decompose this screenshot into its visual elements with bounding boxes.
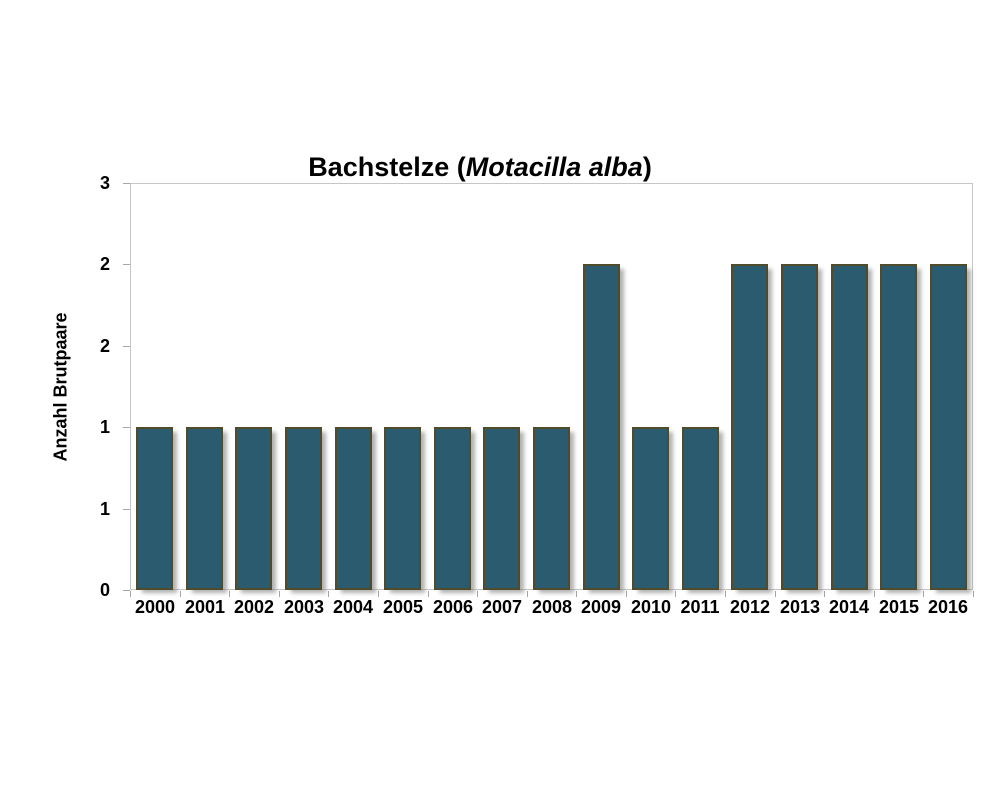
x-label-2002: 2002 xyxy=(233,597,275,617)
x-label-2009: 2009 xyxy=(580,597,622,617)
x-label-2005: 2005 xyxy=(382,597,424,617)
bar-2010 xyxy=(632,427,669,590)
x-label-2003: 2003 xyxy=(283,597,325,617)
bar-2011 xyxy=(682,427,719,590)
x-label-2007: 2007 xyxy=(481,597,523,617)
x-tick-mark-6 xyxy=(428,591,429,597)
x-tick-mark-10 xyxy=(626,591,627,597)
y-tick-mark-2 xyxy=(123,427,130,428)
chart-title: Bachstelze (Motacilla alba) xyxy=(0,152,960,183)
x-tick-mark-3 xyxy=(279,591,280,597)
x-tick-mark-0 xyxy=(130,591,131,597)
x-tick-mark-11 xyxy=(675,591,676,597)
y-tick-mark-5 xyxy=(123,183,130,184)
bar-2007 xyxy=(483,427,520,590)
bar-2013 xyxy=(781,264,818,590)
x-tick-mark-7 xyxy=(477,591,478,597)
y-tick-label-5: 3 xyxy=(99,173,110,193)
x-label-2006: 2006 xyxy=(432,597,474,617)
bar-2005 xyxy=(384,427,421,590)
bar-2016 xyxy=(930,264,967,590)
x-tick-mark-5 xyxy=(378,591,379,597)
y-tick-mark-0 xyxy=(123,590,130,591)
x-label-2016: 2016 xyxy=(927,597,969,617)
bar-2006 xyxy=(434,427,471,590)
bar-2015 xyxy=(880,264,917,590)
x-tick-mark-12 xyxy=(725,591,726,597)
bar-2014 xyxy=(831,264,868,590)
y-tick-mark-3 xyxy=(123,346,130,347)
x-label-2004: 2004 xyxy=(332,597,374,617)
x-tick-mark-13 xyxy=(775,591,776,597)
bar-2001 xyxy=(186,427,223,590)
x-label-2013: 2013 xyxy=(779,597,821,617)
x-label-2000: 2000 xyxy=(134,597,176,617)
bar-2004 xyxy=(335,427,372,590)
y-tick-label-0: 0 xyxy=(99,580,110,600)
chart-title-suffix: ) xyxy=(642,152,652,182)
bar-2003 xyxy=(285,427,322,590)
x-label-2010: 2010 xyxy=(630,597,672,617)
x-tick-mark-2 xyxy=(229,591,230,597)
bar-2002 xyxy=(235,427,272,590)
x-tick-mark-8 xyxy=(527,591,528,597)
y-tick-label-4: 2 xyxy=(99,254,110,275)
x-tick-mark-14 xyxy=(824,591,825,597)
x-label-2014: 2014 xyxy=(828,597,870,617)
y-tick-label-2: 1 xyxy=(99,417,110,438)
x-tick-mark-1 xyxy=(180,591,181,597)
x-tick-mark-4 xyxy=(328,591,329,597)
y-tick-label-1: 1 xyxy=(99,498,110,519)
x-tick-mark-15 xyxy=(874,591,875,597)
y-tick-mark-4 xyxy=(123,264,130,265)
bar-2008 xyxy=(533,427,570,590)
x-tick-mark-16 xyxy=(923,591,924,597)
bar-2012 xyxy=(731,264,768,590)
y-tick-mark-1 xyxy=(123,509,130,510)
x-tick-mark-9 xyxy=(576,591,577,597)
chart-title-species: Motacilla alba xyxy=(465,152,643,182)
y-tick-label-3: 2 xyxy=(99,335,110,356)
bar-2009 xyxy=(583,264,620,590)
bar-2000 xyxy=(136,427,173,590)
x-tick-mark-17 xyxy=(973,591,974,597)
x-label-2001: 2001 xyxy=(184,597,226,617)
x-label-2011: 2011 xyxy=(680,597,720,617)
chart-title-prefix: Bachstelze ( xyxy=(308,152,466,182)
x-label-2015: 2015 xyxy=(878,597,920,617)
x-label-2012: 2012 xyxy=(729,597,771,617)
x-label-2008: 2008 xyxy=(531,597,573,617)
